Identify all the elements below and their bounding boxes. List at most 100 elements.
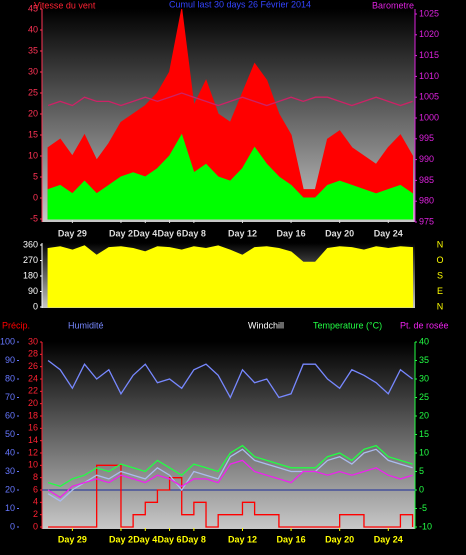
y-tick-label: -10: [419, 521, 432, 531]
y-tick-label: 990: [419, 154, 434, 164]
y-tick-label: 985: [419, 175, 434, 185]
y-tick-label: 100: [0, 336, 15, 346]
y-tick-label: 6: [33, 484, 38, 494]
y-tick-label: 5: [419, 466, 424, 476]
x-tick-label: Day 8: [182, 228, 206, 238]
area: [47, 8, 414, 220]
y-tick-label: 24: [28, 373, 38, 383]
y-tick-label: 0: [33, 301, 38, 311]
y-tick-label: 270: [23, 255, 38, 265]
x-tick-label: Day 16: [277, 534, 306, 544]
y-tick-label: -5: [419, 503, 427, 513]
x-tick-label: Day 20: [325, 228, 354, 238]
legend-entry: Précip.: [2, 320, 30, 330]
y-tick-label: 70: [5, 392, 15, 402]
line: [47, 92, 413, 107]
y-tick-label: 20: [28, 398, 38, 408]
y-tick-label: 360: [23, 239, 38, 249]
y-tick-label: 40: [5, 447, 15, 457]
y-tick-label: -5: [30, 213, 38, 223]
y-tick-label: 80: [5, 373, 15, 383]
y-tick-label: 90: [28, 286, 38, 296]
legend-entry: Temperature (°C): [313, 320, 382, 330]
y-tick-label: 60: [5, 410, 15, 420]
y-tick-label: 4: [33, 497, 38, 507]
y-tick-label: 1005: [419, 92, 439, 102]
compass-label: S: [437, 270, 443, 280]
x-tick-label: Day 6: [158, 534, 182, 544]
y-tick-label: 1015: [419, 50, 439, 60]
line: [47, 359, 413, 399]
y-tick-label: 0: [419, 484, 424, 494]
y-tick-label: 20: [5, 484, 15, 494]
legend-entry: Humidité: [68, 320, 104, 330]
y-tick-label: 15: [419, 429, 429, 439]
y-tick-label: 90: [5, 355, 15, 365]
line: [48, 464, 414, 528]
compass-label: N: [437, 301, 444, 311]
legend-entry: Windchill: [248, 320, 284, 330]
x-tick-label: Day 12: [228, 228, 257, 238]
y-tick-label: 25: [419, 392, 429, 402]
y-tick-label: 1020: [419, 29, 439, 39]
y-tick-label: 45: [28, 3, 38, 13]
y-tick-label: 14: [28, 435, 38, 445]
x-tick-label: Day 2: [109, 534, 133, 544]
y-tick-label: 5: [33, 171, 38, 181]
chart-title: Cumul last 30 days 26 Février 2014: [169, 0, 311, 9]
y-tick-label: 35: [28, 45, 38, 55]
y-tick-label: 1025: [419, 8, 439, 18]
y-tick-label: 26: [28, 361, 38, 371]
compass-label: N: [437, 239, 444, 249]
y-tick-label: 995: [419, 133, 434, 143]
panel-weather: [42, 342, 415, 529]
y-tick-label: 10: [419, 447, 429, 457]
x-tick-label: Day 4: [133, 228, 157, 238]
y-tick-label: 40: [419, 336, 429, 346]
y-tick-label: 50: [5, 429, 15, 439]
compass-label: E: [437, 286, 443, 296]
y-tick-label: 20: [419, 410, 429, 420]
x-tick-label: Day 29: [58, 534, 87, 544]
x-tick-label: Day 4: [133, 534, 157, 544]
y-tick-label: 0: [33, 521, 38, 531]
y-tick-label: 180: [23, 270, 38, 280]
y-tick-label: 10: [5, 503, 15, 513]
x-tick-label: Day 20: [325, 534, 354, 544]
y-tick-label: 30: [419, 373, 429, 383]
x-tick-label: Day 2: [109, 228, 133, 238]
y-tick-label: 25: [28, 87, 38, 97]
y-tick-label: 16: [28, 423, 38, 433]
legend-entry: Pt. de rosée: [400, 320, 449, 330]
line: [47, 459, 413, 499]
y-tick-label: 18: [28, 410, 38, 420]
y-tick-label: 30: [28, 66, 38, 76]
y-tick-label: 8: [33, 472, 38, 482]
x-tick-label: Day 29: [58, 228, 87, 238]
y-tick-label: 10: [28, 150, 38, 160]
y-tick-label: 22: [28, 386, 38, 396]
compass-label: O: [436, 255, 443, 265]
y-tick-label: 2: [33, 509, 38, 519]
y-tick-label: 1000: [419, 112, 439, 122]
x-tick-label: Day 16: [277, 228, 306, 238]
y-tick-label: 30: [5, 466, 15, 476]
y-tick-label: 20: [28, 108, 38, 118]
y-tick-label: 30: [28, 336, 38, 346]
area: [47, 133, 414, 220]
x-tick-label: Day 12: [228, 534, 257, 544]
y-label: Vitesse du vent: [34, 0, 96, 10]
y-tick-label: 975: [419, 216, 434, 226]
y-tick-label: 40: [28, 24, 38, 34]
line: [47, 448, 413, 502]
y-tick-label: 35: [419, 355, 429, 365]
x-tick-label: Day 6: [158, 228, 182, 238]
x-tick-label: Day 24: [374, 534, 403, 544]
y-tick-label: 0: [33, 192, 38, 202]
y-tick-label: 12: [28, 447, 38, 457]
y-tick-label: 10: [28, 460, 38, 470]
y-tick-label: 28: [28, 349, 38, 359]
x-tick-label: Day 8: [182, 534, 206, 544]
y-tick-label: 1010: [419, 71, 439, 81]
